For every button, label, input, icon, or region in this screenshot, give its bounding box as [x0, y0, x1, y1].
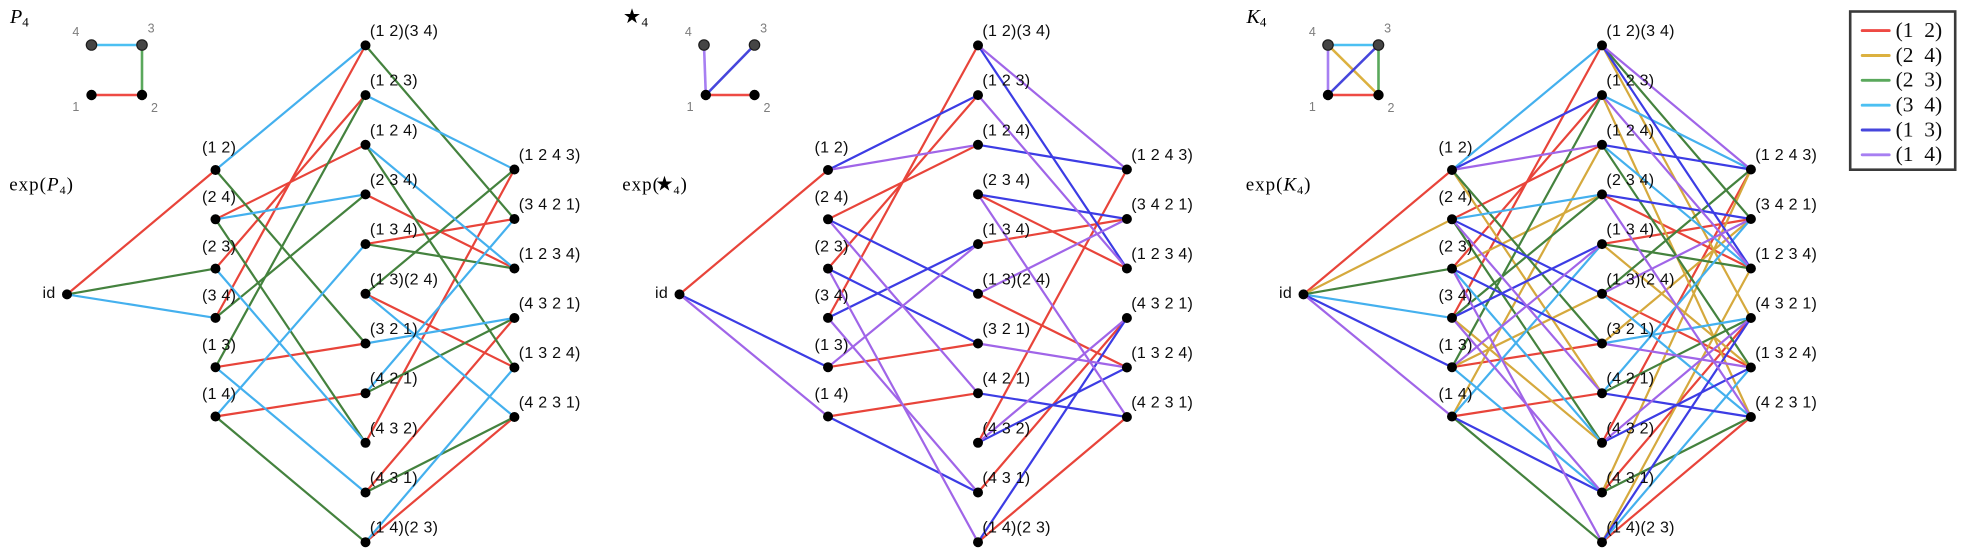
svg-text:(4 2 1): (4 2 1): [1606, 371, 1654, 388]
svg-text:(1 3): (1 3): [1896, 117, 1943, 141]
svg-text:(1 2 4): (1 2 4): [370, 122, 418, 139]
svg-text:(4 3 2 1): (4 3 2 1): [1755, 296, 1817, 313]
svg-text:(1 2): (1 2): [815, 140, 849, 157]
svg-text:(1 3 2 4): (1 3 2 4): [1131, 345, 1193, 362]
svg-text:(1 3 4): (1 3 4): [1606, 222, 1654, 239]
svg-text:(3 2 1): (3 2 1): [1606, 321, 1654, 338]
svg-text:(3 4): (3 4): [815, 288, 849, 305]
svg-text:4: 4: [685, 25, 692, 39]
svg-text:(4 2 3 1): (4 2 3 1): [1755, 395, 1817, 412]
svg-text:(4 3 1): (4 3 1): [370, 470, 418, 487]
svg-text:(3 4 2 1): (3 4 2 1): [1755, 197, 1817, 214]
svg-text:(4 2 1): (4 2 1): [370, 371, 418, 388]
svg-text:3: 3: [1384, 22, 1391, 36]
svg-text:(4 3 2): (4 3 2): [370, 420, 418, 437]
svg-text:(1 2 4): (1 2 4): [1606, 122, 1654, 139]
svg-text:(1 3)(2 4): (1 3)(2 4): [1606, 271, 1674, 288]
svg-text:exp(P4): exp(P4): [9, 175, 74, 197]
svg-text:(1 3 4): (1 3 4): [982, 222, 1030, 239]
svg-text:(1 3): (1 3): [202, 337, 236, 354]
svg-text:(2 3 4): (2 3 4): [1606, 172, 1654, 189]
svg-text:2: 2: [151, 101, 158, 115]
svg-text:(2 3): (2 3): [1439, 238, 1473, 255]
svg-text:4: 4: [674, 183, 680, 197]
svg-text:(1 2 4 3): (1 2 4 3): [1131, 147, 1193, 164]
svg-text:3: 3: [148, 22, 155, 36]
svg-text:(3 4): (3 4): [202, 288, 236, 305]
svg-text:(2 4): (2 4): [1896, 43, 1943, 67]
svg-text:(4 3 2 1): (4 3 2 1): [1131, 296, 1193, 313]
svg-text:(1 2 3 4): (1 2 3 4): [1131, 246, 1193, 263]
svg-text:1: 1: [687, 100, 694, 114]
svg-text:(3 4): (3 4): [1439, 288, 1473, 305]
svg-text:(1 2): (1 2): [1439, 140, 1473, 157]
svg-text:(4 3 2): (4 3 2): [982, 420, 1030, 437]
svg-text:(1 2 4 3): (1 2 4 3): [1755, 147, 1817, 164]
svg-text:(1 2)(3 4): (1 2)(3 4): [982, 23, 1050, 40]
svg-text:): ): [681, 175, 687, 196]
svg-text:(2 4): (2 4): [1439, 189, 1473, 206]
svg-text:(4 3 2): (4 3 2): [1606, 420, 1654, 437]
svg-text:(1 2 3): (1 2 3): [1606, 73, 1654, 90]
svg-text:(2 3): (2 3): [815, 238, 849, 255]
svg-text:4: 4: [642, 15, 649, 30]
svg-text:4: 4: [1309, 25, 1316, 39]
svg-text:(1 2): (1 2): [1896, 18, 1943, 42]
svg-text:(3 2 1): (3 2 1): [982, 321, 1030, 338]
svg-text:(1 3): (1 3): [1439, 337, 1473, 354]
svg-text:(4 3 1): (4 3 1): [1606, 470, 1654, 487]
svg-text:(1 4)(2 3): (1 4)(2 3): [1606, 520, 1674, 537]
svg-text:id: id: [655, 285, 668, 302]
svg-text:(1 4): (1 4): [1439, 386, 1473, 403]
svg-text:(1 2 3 4): (1 2 3 4): [519, 246, 581, 263]
svg-text:(1 4): (1 4): [815, 386, 849, 403]
svg-text:2: 2: [764, 101, 771, 115]
svg-text:(4 2 1): (4 2 1): [982, 371, 1030, 388]
svg-text:(2 3): (2 3): [1896, 68, 1943, 92]
svg-text:(1 3)(2 4): (1 3)(2 4): [370, 271, 438, 288]
svg-text:(4 2 3 1): (4 2 3 1): [1131, 395, 1193, 412]
svg-text:(1 2 3 4): (1 2 3 4): [1755, 246, 1817, 263]
svg-text:(1 3): (1 3): [815, 337, 849, 354]
svg-text:2: 2: [1388, 101, 1395, 115]
svg-text:(1 2 4): (1 2 4): [982, 122, 1030, 139]
svg-text:exp(: exp(: [622, 175, 660, 196]
svg-text:(1 3)(2 4): (1 3)(2 4): [982, 271, 1050, 288]
svg-text:(4 3 2 1): (4 3 2 1): [519, 296, 581, 313]
svg-text:(1 2): (1 2): [202, 140, 236, 157]
svg-text:(1 2)(3 4): (1 2)(3 4): [1606, 23, 1674, 40]
svg-text:(3 2 1): (3 2 1): [370, 321, 418, 338]
svg-text:(1 2 3): (1 2 3): [370, 73, 418, 90]
svg-text:id: id: [43, 285, 56, 302]
svg-text:(2 4): (2 4): [202, 189, 236, 206]
svg-text:id: id: [1279, 285, 1292, 302]
svg-text:(4 3 1): (4 3 1): [982, 470, 1030, 487]
svg-text:(2 3 4): (2 3 4): [370, 172, 418, 189]
svg-text:(3 4 2 1): (3 4 2 1): [519, 197, 581, 214]
svg-text:(1 3 2 4): (1 3 2 4): [1755, 345, 1817, 362]
svg-text:1: 1: [1309, 100, 1316, 114]
svg-text:4: 4: [72, 25, 79, 39]
svg-text:(3 4): (3 4): [1896, 93, 1943, 117]
svg-text:1: 1: [72, 100, 79, 114]
svg-text:(1 4)(2 3): (1 4)(2 3): [982, 520, 1050, 537]
svg-text:3: 3: [760, 22, 767, 36]
svg-text:(1 2 3): (1 2 3): [982, 73, 1030, 90]
svg-text:(1 4)(2 3): (1 4)(2 3): [370, 520, 438, 537]
svg-text:(2 4): (2 4): [815, 189, 849, 206]
svg-text:(2 3 4): (2 3 4): [982, 172, 1030, 189]
svg-text:exp(K4): exp(K4): [1246, 175, 1312, 197]
svg-text:(1 3 2 4): (1 3 2 4): [519, 345, 581, 362]
svg-text:(1 2 4 3): (1 2 4 3): [519, 147, 581, 164]
svg-text:(2 3): (2 3): [202, 238, 236, 255]
svg-text:(3 4 2 1): (3 4 2 1): [1131, 197, 1193, 214]
svg-text:(1 3 4): (1 3 4): [370, 222, 418, 239]
svg-text:(1 4): (1 4): [1896, 142, 1943, 166]
svg-text:(4 2 3 1): (4 2 3 1): [519, 395, 581, 412]
svg-text:(1 2)(3 4): (1 2)(3 4): [370, 23, 438, 40]
svg-text:(1 4): (1 4): [202, 386, 236, 403]
